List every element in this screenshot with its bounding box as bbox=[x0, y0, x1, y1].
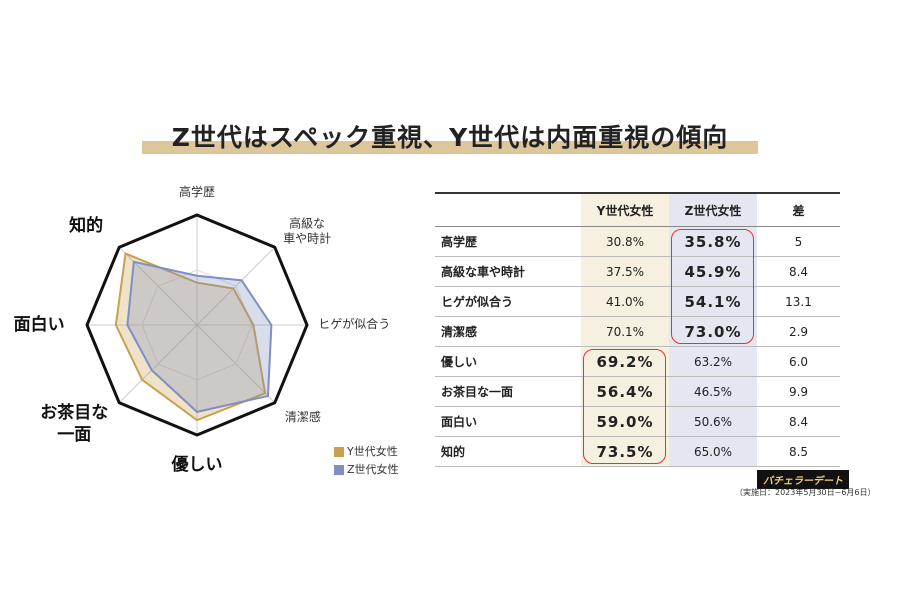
table-cell: 69.2% bbox=[581, 346, 669, 377]
row-label: お茶目な一面 bbox=[435, 376, 581, 407]
title: Z世代はスペック重視、Y世代は内面重視の傾向 bbox=[171, 123, 729, 152]
row-label: 面白い bbox=[435, 406, 581, 437]
legend-label: Z世代女性 bbox=[347, 462, 399, 476]
category-label: 高学歴 bbox=[178, 185, 216, 200]
table-cell: 8.5 bbox=[757, 436, 840, 467]
table-cell: 70.1% bbox=[581, 316, 669, 347]
table-cell: 8.4 bbox=[757, 406, 840, 437]
row-label: ヒゲが似合う bbox=[435, 286, 581, 317]
table-row: ヒゲが似合う 41.0% 54.1% 13.1 bbox=[435, 286, 840, 317]
legend-swatch bbox=[334, 465, 344, 475]
outer-ring bbox=[85, 213, 309, 437]
category-label: 面白い bbox=[13, 314, 65, 335]
category-label: お茶目な 一面 bbox=[40, 402, 109, 445]
table-row: 高学歴 30.8% 35.8% 5 bbox=[435, 226, 840, 257]
table-cell: 41.0% bbox=[581, 286, 669, 317]
inner-ring bbox=[141, 269, 253, 381]
row-label: 高学歴 bbox=[435, 226, 581, 257]
table-cell: 6.0 bbox=[757, 346, 840, 377]
table-cell: 56.4% bbox=[581, 376, 669, 407]
table-cell: 2.9 bbox=[757, 316, 840, 347]
table-row: 知的 73.5% 65.0% 8.5 bbox=[435, 436, 840, 467]
legend-swatch bbox=[334, 447, 344, 457]
table-row: 面白い 59.0% 50.6% 8.4 bbox=[435, 406, 840, 437]
highlight-box bbox=[671, 228, 754, 344]
table-row: お茶目な一面 56.4% 46.5% 9.9 bbox=[435, 376, 840, 407]
logo: バチェラーデート bbox=[757, 470, 849, 489]
table-cell: 46.5% bbox=[669, 376, 757, 407]
radar-chart: Y世代女性 Z世代女性 bbox=[85, 213, 399, 476]
table-cell: 50.6% bbox=[669, 406, 757, 437]
row-label: 知的 bbox=[435, 436, 581, 467]
legend-label: Y世代女性 bbox=[346, 444, 398, 458]
column-header bbox=[435, 192, 581, 227]
row-label: 清潔感 bbox=[435, 316, 581, 347]
table-cell: 9.9 bbox=[757, 376, 840, 407]
table-row: 高級な車や時計 37.5% 45.9% 8.4 bbox=[435, 256, 840, 287]
table-cell: 73.5% bbox=[581, 436, 669, 467]
category-label: 知的 bbox=[69, 215, 104, 236]
table-cell: 63.2% bbox=[669, 346, 757, 377]
table-cell: 37.5% bbox=[581, 256, 669, 287]
table-cell: 30.8% bbox=[581, 226, 669, 257]
table-cell: 13.1 bbox=[757, 286, 840, 317]
column-header: Z世代女性 bbox=[669, 192, 757, 227]
table-cell: 45.9% bbox=[669, 256, 757, 287]
table: Y世代女性 Z世代女性差 高学歴 30.8% 35.8% 5 高級な車や時計 37.5% 45… bbox=[435, 192, 840, 467]
table-cell: 54.1% bbox=[669, 286, 757, 317]
row-label: 優しい bbox=[435, 346, 581, 377]
table-cell: 8.4 bbox=[757, 256, 840, 287]
row-label: 高級な車や時計 bbox=[435, 256, 581, 287]
table-row: 清潔感 70.1% 73.0% 2.9 bbox=[435, 316, 840, 347]
survey-note: （実施日：2023年5月30日~6月6日） bbox=[735, 488, 876, 497]
category-label: 高級な 車や時計 bbox=[283, 216, 332, 246]
table-cell: 59.0% bbox=[581, 406, 669, 437]
column-header: Y世代女性 bbox=[581, 192, 669, 227]
category-label: ヒゲが似合う bbox=[318, 317, 391, 332]
table-cell: 5 bbox=[757, 226, 840, 257]
category-label: 清潔感 bbox=[284, 410, 321, 425]
title-underline bbox=[142, 141, 758, 154]
table-cell: 35.8% bbox=[669, 226, 757, 257]
highlight-box bbox=[583, 348, 666, 464]
column-header: 差 bbox=[757, 192, 840, 227]
table-row: 優しい 69.2% 63.2% 6.0 bbox=[435, 346, 840, 377]
series-area bbox=[114, 252, 267, 422]
table-cell: 73.0% bbox=[669, 316, 757, 347]
table-cell: 65.0% bbox=[669, 436, 757, 467]
series-area bbox=[126, 260, 273, 413]
category-label: 優しい bbox=[171, 454, 223, 475]
